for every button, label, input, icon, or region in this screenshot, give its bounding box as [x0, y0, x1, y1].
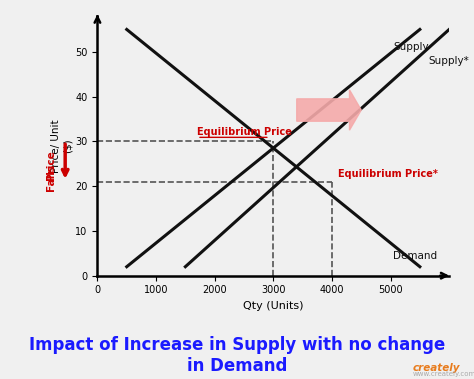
Text: creately: creately	[412, 363, 460, 373]
Text: www.creately.com: www.creately.com	[412, 371, 474, 377]
Text: Demand: Demand	[393, 251, 438, 260]
Y-axis label: Price/ Unit
($): Price/ Unit ($)	[51, 119, 73, 173]
FancyArrow shape	[297, 90, 361, 130]
Text: Falls: Falls	[46, 164, 55, 191]
Text: Equilibrium Price: Equilibrium Price	[197, 127, 292, 137]
X-axis label: Qty (Units): Qty (Units)	[243, 301, 303, 311]
Text: Equilibrium Price*: Equilibrium Price*	[338, 169, 438, 179]
Text: Supply*: Supply*	[428, 56, 469, 66]
Text: Supply: Supply	[393, 42, 429, 52]
Text: Impact of Increase in Supply with no change
in Demand: Impact of Increase in Supply with no cha…	[29, 337, 445, 375]
Text: Price: Price	[46, 150, 55, 180]
